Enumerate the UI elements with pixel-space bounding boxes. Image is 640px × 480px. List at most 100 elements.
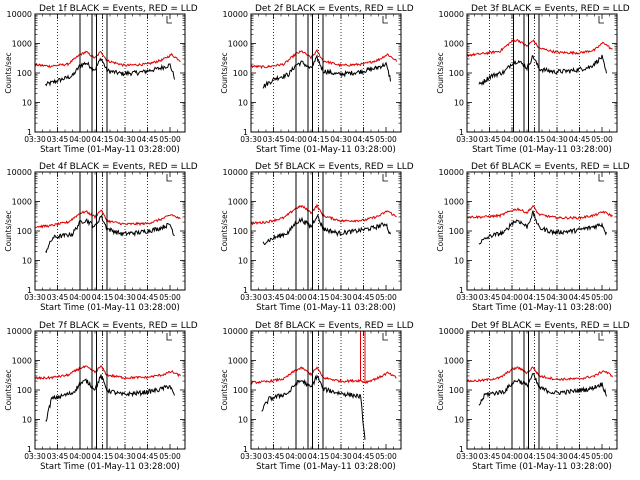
y-tick-label: 100 xyxy=(449,386,464,395)
x-tick-label: 04:15 xyxy=(308,452,330,461)
series-line-events xyxy=(478,372,607,406)
y-tick-label: 10000 xyxy=(223,10,248,19)
x-tick-label: 03:45 xyxy=(479,293,501,302)
y-tick-label: 10 xyxy=(454,416,464,425)
y-tick-label: 100 xyxy=(233,386,248,395)
y-tick-label: 1 xyxy=(459,445,464,454)
series-line-lld xyxy=(250,366,397,385)
x-tick-label: 04:00 xyxy=(501,293,523,302)
y-tick-label: 10000 xyxy=(439,327,464,336)
series-line-lld xyxy=(250,48,397,70)
x-tick-label: 04:15 xyxy=(524,135,546,144)
x-axis-label: Start Time (01-May-11 03:28:00) xyxy=(256,145,396,155)
bracket-marker xyxy=(598,16,604,24)
x-tick-label: 04:45 xyxy=(569,293,591,302)
chart-title: Det 6f BLACK = Events, RED = LLD xyxy=(471,162,630,172)
bracket-marker xyxy=(382,16,388,24)
x-tick-label: 04:30 xyxy=(546,135,568,144)
series-line-lld xyxy=(34,50,181,68)
axes-frame xyxy=(466,171,618,291)
bracket-marker xyxy=(598,333,604,341)
x-tick-label: 04:15 xyxy=(92,135,114,144)
y-tick-label: 1 xyxy=(459,128,464,137)
x-tick-label: 03:45 xyxy=(479,135,501,144)
y-tick-label: 1 xyxy=(459,286,464,295)
chart-panel-det-2: Det 2f BLACK = Events, RED = LLD 1 10 100 10… xyxy=(220,4,414,155)
series-line-events xyxy=(45,214,175,254)
chart-panel-det-9: Det 9f BLACK = Events, RED = LLD 1 10 100 10… xyxy=(436,321,630,472)
chart-panel-det-7: Det 7f BLACK = Events, RED = LLD 1 10 100 10… xyxy=(4,321,198,472)
x-tick-label: 04:00 xyxy=(285,293,307,302)
y-tick-label: 10000 xyxy=(223,168,248,177)
x-axis-label: Start Time (01-May-11 03:28:00) xyxy=(472,145,612,155)
series-line-events xyxy=(262,213,391,246)
x-tick-label: 03:45 xyxy=(47,452,69,461)
x-tick-label: 03:30 xyxy=(240,452,262,461)
y-tick-label: 1000 xyxy=(12,357,32,366)
x-tick-label: 04:30 xyxy=(114,293,136,302)
y-tick-label: 100 xyxy=(449,227,464,236)
x-tick-label: 04:30 xyxy=(546,293,568,302)
chart-panel-det-8: Det 8f BLACK = Events, RED = LLD 1 10 100 10… xyxy=(220,321,414,472)
x-tick-label: 04:30 xyxy=(330,293,352,302)
chart-panel-det-1: Det 1f BLACK = Events, RED = LLD 1 10 100 10… xyxy=(4,4,198,155)
bracket-marker xyxy=(598,174,604,182)
x-tick-label: 03:30 xyxy=(240,135,262,144)
bracket-marker xyxy=(166,16,172,24)
series-line-lld xyxy=(466,366,613,383)
x-tick-label: 03:30 xyxy=(24,452,46,461)
bracket-marker xyxy=(382,174,388,182)
x-tick-label: 04:45 xyxy=(137,452,159,461)
chart-title: Det 4f BLACK = Events, RED = LLD xyxy=(39,162,198,172)
x-tick-label: 03:30 xyxy=(456,135,478,144)
x-axis-label: Start Time (01-May-11 03:28:00) xyxy=(40,303,180,313)
chart-title: Det 5f BLACK = Events, RED = LLD xyxy=(255,162,414,172)
y-tick-label: 1000 xyxy=(444,357,464,366)
y-tick-label: 100 xyxy=(233,227,248,236)
x-tick-label: 04:15 xyxy=(92,452,114,461)
y-axis-label: Counts/sec xyxy=(436,210,445,251)
series-line-events xyxy=(45,374,175,422)
y-axis-label: Counts/sec xyxy=(4,52,13,93)
x-tick-label: 03:30 xyxy=(24,293,46,302)
y-tick-label: 10 xyxy=(454,257,464,266)
x-axis-label: Start Time (01-May-11 03:28:00) xyxy=(40,145,180,155)
y-axis-label: Counts/sec xyxy=(4,210,13,251)
y-tick-label: 1 xyxy=(243,128,248,137)
chart-title: Det 9f BLACK = Events, RED = LLD xyxy=(471,321,630,331)
chart-panel-det-5: Det 5f BLACK = Events, RED = LLD 1 10 100 10… xyxy=(220,162,414,313)
axes-frame xyxy=(466,13,618,133)
y-tick-label: 100 xyxy=(449,69,464,78)
x-tick-label: 04:15 xyxy=(524,452,546,461)
x-axis-label: Start Time (01-May-11 03:28:00) xyxy=(256,303,396,313)
y-tick-label: 100 xyxy=(17,227,32,236)
series-line-lld xyxy=(466,205,613,220)
y-axis-label: Counts/sec xyxy=(220,210,229,251)
y-tick-label: 10000 xyxy=(439,10,464,19)
x-tick-label: 03:30 xyxy=(24,135,46,144)
axes-frame xyxy=(466,330,618,450)
y-axis-label: Counts/sec xyxy=(220,52,229,93)
x-axis-label: Start Time (01-May-11 03:28:00) xyxy=(40,462,180,472)
series-line-lld xyxy=(250,203,397,226)
y-tick-label: 1000 xyxy=(228,198,248,207)
x-tick-label: 04:45 xyxy=(569,452,591,461)
y-tick-label: 1000 xyxy=(12,40,32,49)
x-tick-label: 05:00 xyxy=(159,452,181,461)
x-tick-label: 05:00 xyxy=(375,293,397,302)
x-tick-label: 03:30 xyxy=(456,293,478,302)
x-tick-label: 05:00 xyxy=(591,293,613,302)
x-tick-label: 04:30 xyxy=(114,135,136,144)
chart-panel-det-3: Det 3f BLACK = Events, RED = LLD 1 10 100 10… xyxy=(436,4,630,155)
x-axis-label: Start Time (01-May-11 03:28:00) xyxy=(256,462,396,472)
y-tick-label: 10000 xyxy=(7,168,32,177)
x-tick-label: 04:45 xyxy=(353,452,375,461)
x-axis-label: Start Time (01-May-11 03:28:00) xyxy=(472,462,612,472)
x-tick-label: 04:00 xyxy=(501,135,523,144)
x-tick-label: 04:45 xyxy=(137,135,159,144)
x-tick-label: 04:15 xyxy=(308,293,330,302)
y-tick-label: 10 xyxy=(238,257,248,266)
chart-title: Det 3f BLACK = Events, RED = LLD xyxy=(471,4,630,14)
y-tick-label: 1000 xyxy=(12,198,32,207)
x-tick-label: 04:45 xyxy=(353,135,375,144)
